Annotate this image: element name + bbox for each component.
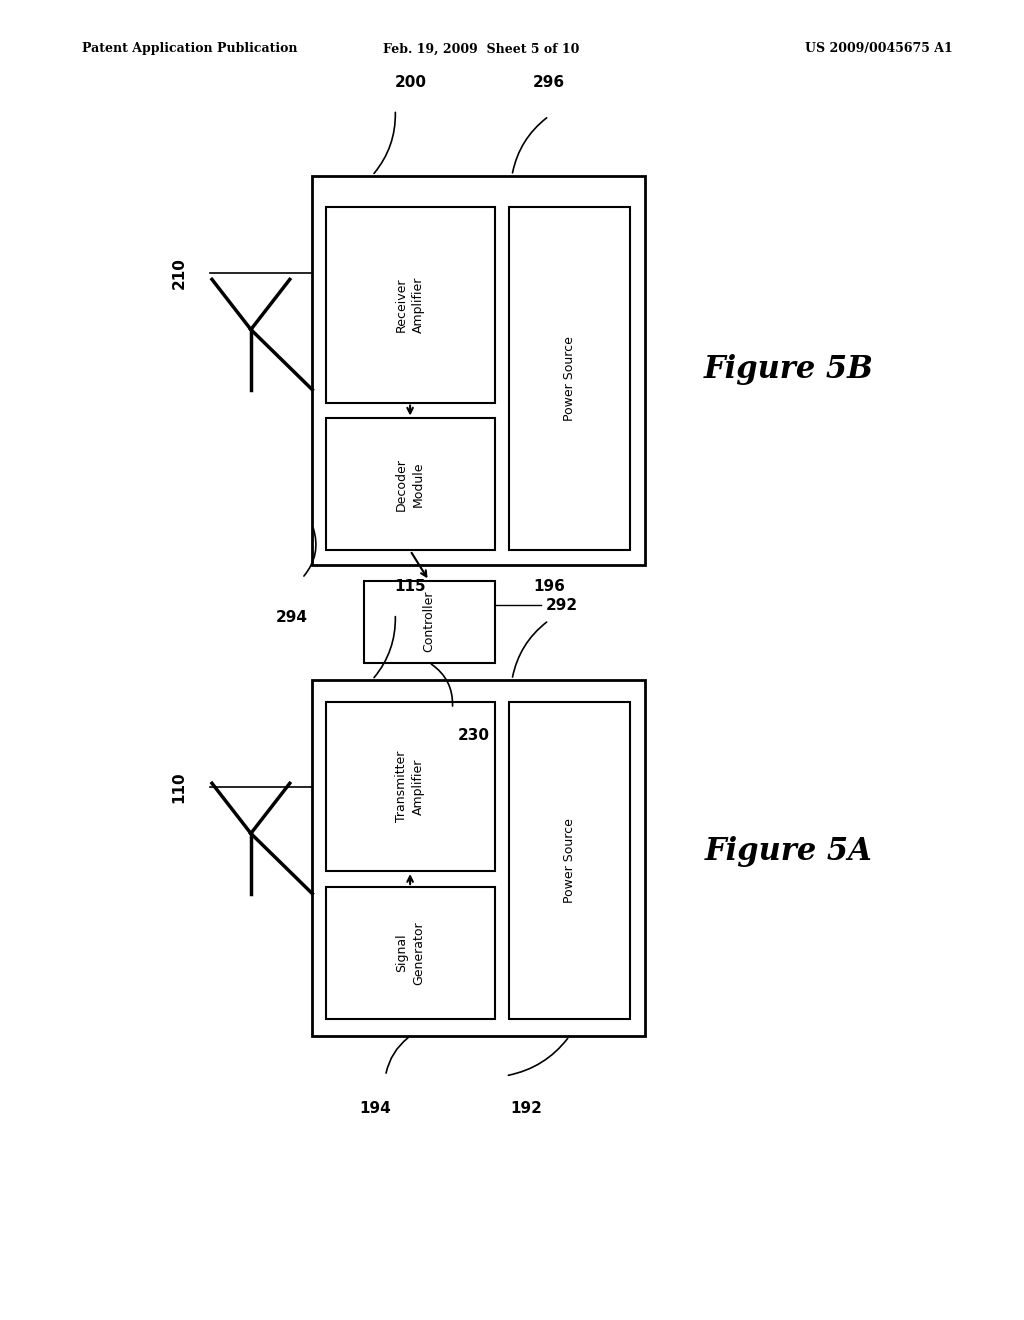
- Text: Power Source: Power Source: [563, 818, 575, 903]
- Text: 196: 196: [532, 579, 565, 594]
- Text: Receiver
Amplifier: Receiver Amplifier: [395, 277, 425, 333]
- FancyBboxPatch shape: [312, 680, 645, 1036]
- Text: 230: 230: [458, 727, 489, 743]
- FancyBboxPatch shape: [326, 207, 495, 403]
- FancyBboxPatch shape: [364, 581, 495, 663]
- FancyBboxPatch shape: [509, 207, 630, 550]
- FancyBboxPatch shape: [326, 702, 495, 871]
- Text: 296: 296: [532, 75, 565, 90]
- Text: Figure 5A: Figure 5A: [705, 836, 872, 867]
- Text: Signal
Generator: Signal Generator: [395, 921, 425, 985]
- Text: Transmitter
Amplifier: Transmitter Amplifier: [395, 751, 425, 822]
- FancyBboxPatch shape: [326, 887, 495, 1019]
- Text: Controller: Controller: [423, 591, 435, 652]
- Text: Power Source: Power Source: [563, 337, 575, 421]
- Text: Figure 5B: Figure 5B: [703, 354, 873, 385]
- Text: 292: 292: [546, 598, 578, 612]
- Text: 194: 194: [359, 1101, 391, 1117]
- Text: Patent Application Publication: Patent Application Publication: [82, 42, 297, 55]
- Text: 192: 192: [510, 1101, 542, 1117]
- FancyBboxPatch shape: [509, 702, 630, 1019]
- Text: 210: 210: [172, 257, 186, 289]
- Text: 294: 294: [275, 610, 308, 626]
- FancyBboxPatch shape: [312, 176, 645, 565]
- Text: 115: 115: [395, 579, 426, 594]
- FancyBboxPatch shape: [326, 418, 495, 550]
- Text: US 2009/0045675 A1: US 2009/0045675 A1: [805, 42, 952, 55]
- Text: 200: 200: [394, 75, 427, 90]
- Text: 110: 110: [172, 771, 186, 803]
- Text: Feb. 19, 2009  Sheet 5 of 10: Feb. 19, 2009 Sheet 5 of 10: [383, 42, 580, 55]
- Text: Decoder
Module: Decoder Module: [395, 458, 425, 511]
